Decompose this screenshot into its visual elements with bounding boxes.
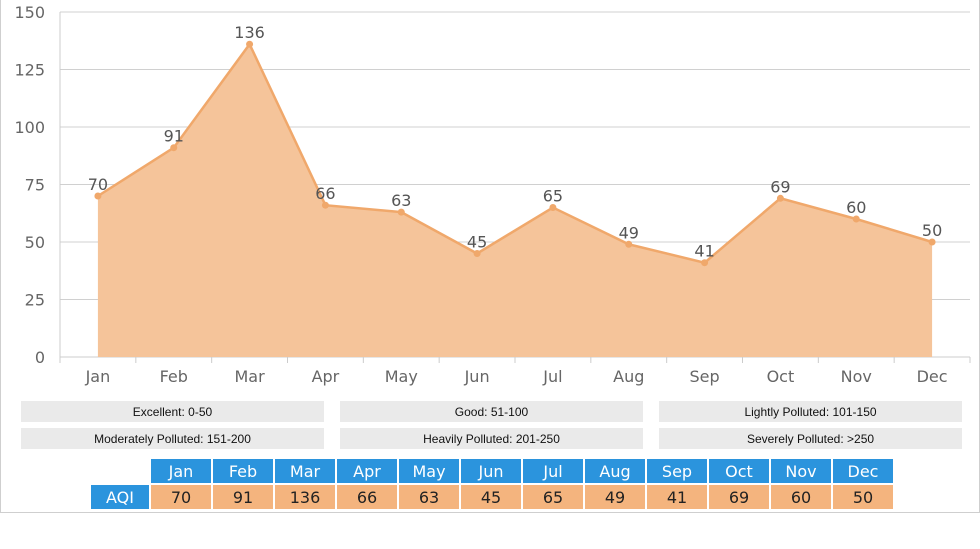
table-value-row: AQI 70 91 136 66 63 45 65 49 41 69 60 50	[91, 485, 893, 509]
y-tick-label-75: 75	[25, 176, 45, 195]
x-tick-label-jul: Jul	[542, 367, 562, 386]
table-month-oct: Oct	[709, 459, 769, 483]
data-label-oct: 69	[770, 177, 790, 196]
table-value-may: 63	[399, 485, 459, 509]
table-value-oct: 69	[709, 485, 769, 509]
table-month-apr: Apr	[337, 459, 397, 483]
data-label-sep: 41	[694, 242, 714, 261]
legend-excellent: Excellent: 0-50	[21, 401, 324, 422]
table-corner	[91, 459, 149, 483]
data-label-apr: 66	[315, 184, 335, 203]
table-value-dec: 50	[833, 485, 893, 509]
data-point-feb	[170, 144, 178, 152]
table-month-jun: Jun	[461, 459, 521, 483]
y-tick-label-0: 0	[35, 348, 45, 367]
x-tick-label-feb: Feb	[160, 367, 188, 386]
chart-frame: 0 25 50 75 100 125 150 70 Jan 91 Feb 136 Mar 66 Apr 63 M…	[0, 0, 980, 513]
area-fill	[97, 44, 933, 357]
table-month-may: May	[399, 459, 459, 483]
x-tick-label-sep: Sep	[690, 367, 720, 386]
data-point-jul	[549, 204, 557, 211]
aqi-table: Jan Feb Mar Apr May Jun Jul Aug Sep Oct Nov Dec AQI…	[89, 457, 895, 511]
table-month-nov: Nov	[771, 459, 831, 483]
x-tick-label-jan: Jan	[85, 367, 111, 386]
table-value-feb: 91	[213, 485, 273, 509]
data-label-jan: 70	[88, 175, 108, 194]
data-point-may	[397, 208, 405, 216]
table-month-mar: Mar	[275, 459, 335, 483]
data-label-aug: 49	[619, 223, 639, 242]
data-label-nov: 60	[846, 198, 866, 217]
y-tick-label-100: 100	[14, 118, 45, 137]
legend-moderately-polluted: Moderately Polluted: 151-200	[21, 428, 324, 449]
table-value-jul: 65	[523, 485, 583, 509]
data-label-dec: 50	[922, 221, 942, 240]
legend-good: Good: 51-100	[340, 401, 643, 422]
aqi-area-chart: 0 25 50 75 100 125 150 70 Jan 91 Feb 136 Mar 66 Apr 63 M…	[14, 3, 971, 386]
legend-lightly-polluted: Lightly Polluted: 101-150	[659, 401, 962, 422]
data-point-apr	[321, 201, 329, 209]
x-tick-label-dec: Dec	[917, 367, 948, 386]
data-point-aug	[625, 240, 633, 248]
y-tick-label-50: 50	[25, 233, 45, 252]
x-tick-label-jun: Jun	[464, 367, 490, 386]
table-value-mar: 136	[275, 485, 335, 509]
table-value-aug: 49	[585, 485, 645, 509]
x-tick-label-nov: Nov	[841, 367, 872, 386]
series-line	[97, 41, 933, 265]
data-point-mar	[246, 40, 254, 48]
data-point-jan	[94, 192, 102, 200]
table-month-sep: Sep	[647, 459, 707, 483]
legend-severely-polluted: Severely Polluted: >250	[659, 428, 962, 449]
table-month-aug: Aug	[585, 459, 645, 483]
data-point-sep	[701, 259, 709, 267]
table-month-feb: Feb	[213, 459, 273, 483]
table-value-nov: 60	[771, 485, 831, 509]
x-tick-label-apr: Apr	[312, 367, 340, 386]
data-label-may: 63	[391, 191, 411, 210]
data-point-nov	[852, 215, 860, 223]
x-tick-label-may: May	[385, 367, 418, 386]
x-tick-label-aug: Aug	[613, 367, 644, 386]
data-label-feb: 91	[164, 127, 184, 146]
legend-heavily-polluted: Heavily Polluted: 201-250	[340, 428, 643, 449]
table-header-row: Jan Feb Mar Apr May Jun Jul Aug Sep Oct Nov Dec	[91, 459, 893, 483]
data-label-jun: 45	[467, 233, 487, 252]
table-value-jan: 70	[151, 485, 211, 509]
table-value-sep: 41	[647, 485, 707, 509]
y-tick-label-25: 25	[25, 291, 45, 310]
data-point-dec	[928, 238, 936, 246]
y-tick-label-150: 150	[14, 3, 45, 22]
table-row-label: AQI	[91, 485, 149, 509]
table-month-jul: Jul	[523, 459, 583, 483]
x-tick-label-oct: Oct	[767, 367, 795, 386]
data-label-mar: 136	[234, 23, 265, 42]
table-value-jun: 45	[461, 485, 521, 509]
y-tick-label-125: 125	[14, 61, 45, 80]
table-month-dec: Dec	[833, 459, 893, 483]
data-point-jun	[473, 250, 481, 257]
data-point-oct	[776, 194, 784, 202]
x-tick-label-mar: Mar	[234, 367, 265, 386]
data-label-jul: 65	[543, 187, 563, 206]
table-value-apr: 66	[337, 485, 397, 509]
table-month-jan: Jan	[151, 459, 211, 483]
